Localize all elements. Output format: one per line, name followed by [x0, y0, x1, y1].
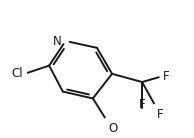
Text: F: F	[157, 108, 164, 121]
Text: N: N	[53, 34, 61, 47]
Text: F: F	[139, 98, 146, 111]
Text: Cl: Cl	[12, 67, 23, 80]
Text: F: F	[163, 70, 169, 83]
Text: O: O	[108, 122, 117, 135]
